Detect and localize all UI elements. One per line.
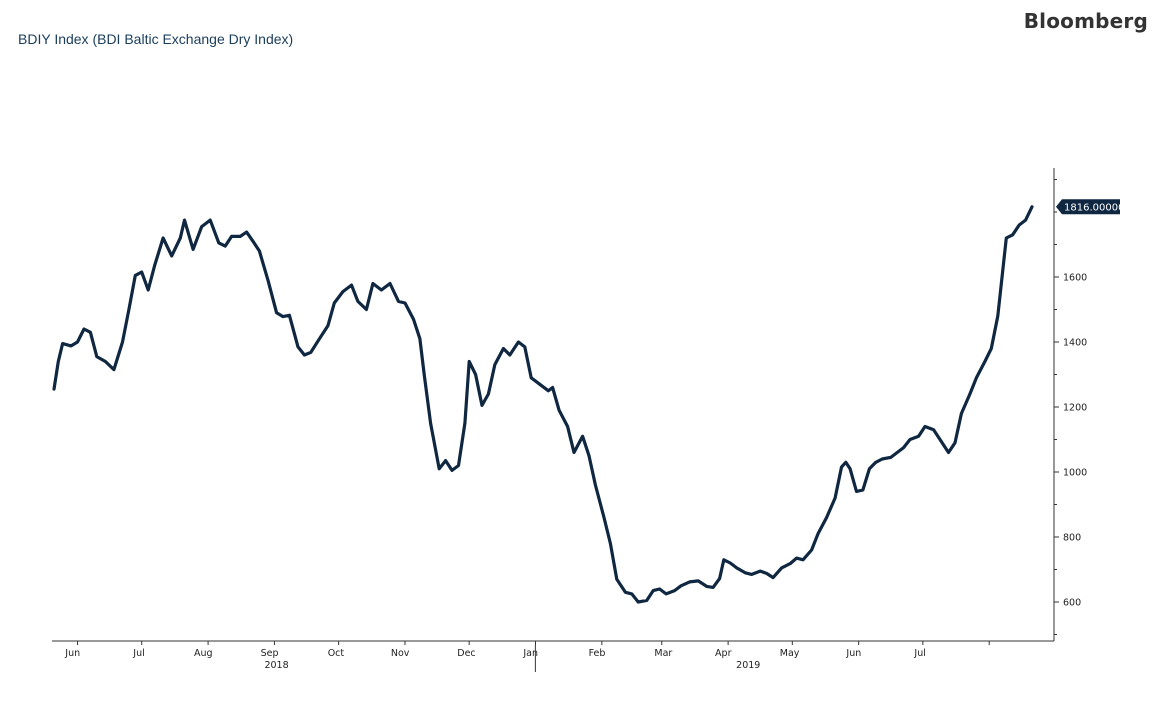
x-tick-label: Mar [654, 648, 672, 659]
bloomberg-logo: Bloomberg [1023, 9, 1148, 33]
x-tick-label: Apr [715, 648, 732, 659]
x-tick-label: Jan [522, 648, 538, 659]
series-line [52, 205, 1034, 604]
x-tick-label: Jul [913, 648, 925, 659]
y-tick-label: 800 [1063, 533, 1081, 544]
chart-title: BDIY Index (BDI Baltic Exchange Dry Inde… [18, 31, 294, 47]
x-axis-ticks: Jun Jul Aug Sep Oct Nov Dec Jan Feb Mar Apr May Jun J… [64, 641, 990, 672]
last-value-label: 1816.00000 [1064, 202, 1124, 213]
y-tick-label: 1600 [1063, 273, 1087, 284]
x-tick-label: Jun [845, 648, 861, 659]
x-tick-label: Oct [328, 648, 345, 659]
chart-axes [52, 168, 1055, 642]
x-tick-label: Aug [194, 648, 213, 659]
year-label: 2019 [736, 660, 760, 671]
x-tick-label: Dec [457, 648, 475, 659]
y-tick-label: 600 [1063, 598, 1081, 609]
y-axis-ticks: 600 800 1000 1200 1400 1600 [1054, 179, 1087, 635]
y-tick-label: 1200 [1063, 403, 1087, 414]
last-value-badge: 1816.00000 [1056, 199, 1124, 215]
last-value-badge-shape [1056, 199, 1120, 215]
x-tick-label: Nov [391, 648, 410, 659]
x-tick-label: Feb [589, 648, 606, 659]
y-tick-label: 1400 [1063, 338, 1087, 349]
year-label: 2018 [264, 660, 288, 671]
x-tick-label: Sep [261, 648, 279, 659]
x-tick-label: Jun [64, 648, 80, 659]
y-tick-label: 1000 [1063, 468, 1087, 479]
x-tick-label: Jul [132, 648, 144, 659]
x-tick-label: May [780, 648, 800, 659]
